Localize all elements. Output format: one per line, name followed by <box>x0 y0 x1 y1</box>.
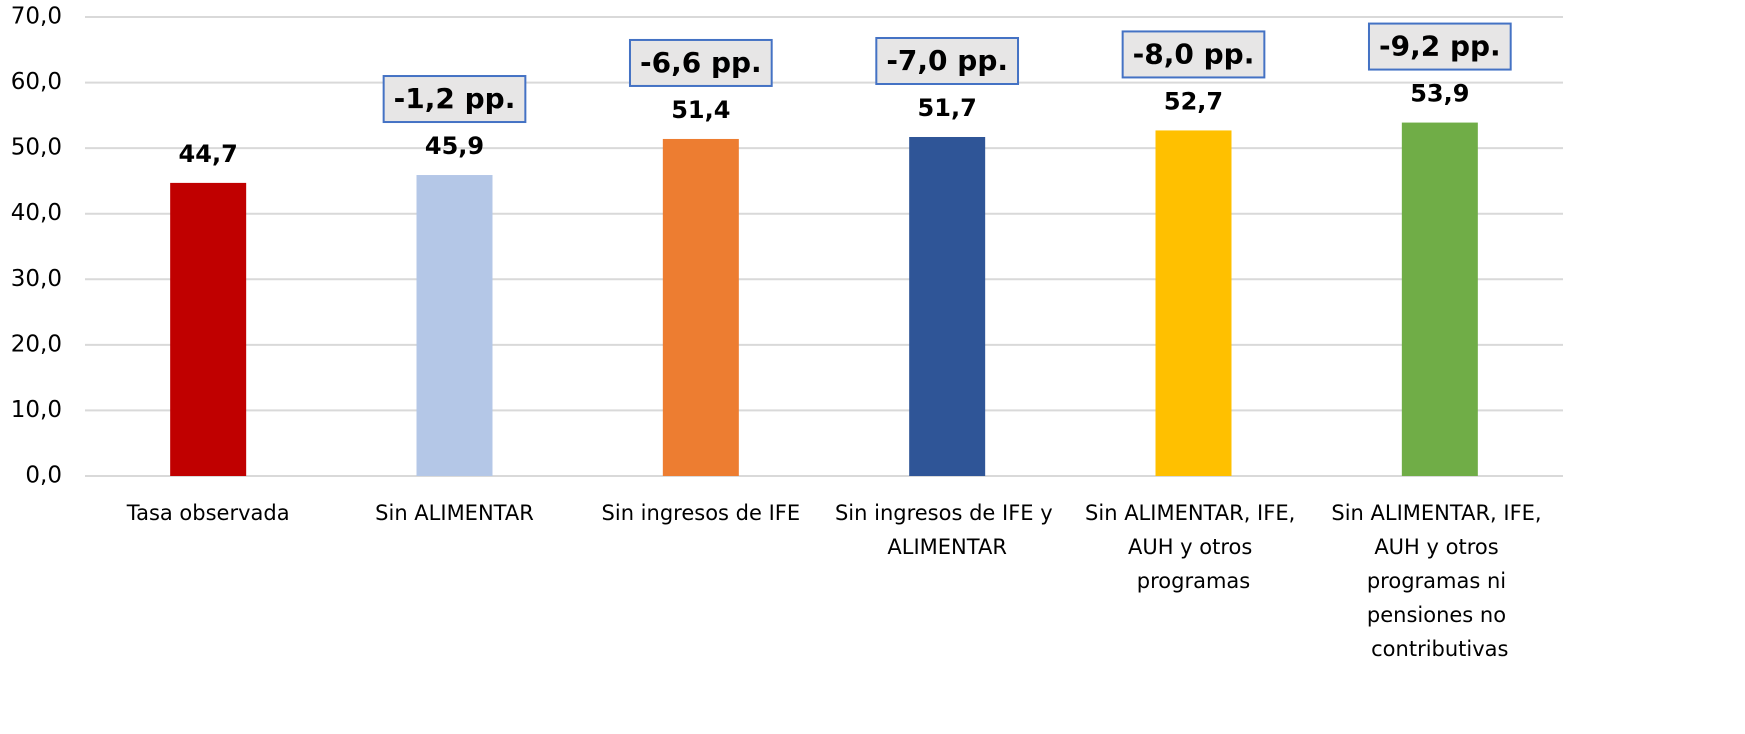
x-tick-label: Sin ingresos de IFE <box>602 501 801 525</box>
bar <box>1155 130 1232 476</box>
annotation-box <box>1367 22 1512 71</box>
annotation-box <box>1121 30 1266 79</box>
y-tick-label: 70,0 <box>11 4 62 30</box>
bar <box>1401 122 1478 476</box>
x-tick-label: Tasa observada <box>126 501 290 525</box>
x-tick-label: Sin ALIMENTAR, IFE, AUH y otros programa… <box>1085 501 1302 593</box>
annotation: -1,2 pp. <box>394 82 516 115</box>
value-label: 52,7 <box>1164 87 1223 115</box>
y-tick-label: 0,0 <box>25 463 62 489</box>
x-tick-label: Sin ALIMENTAR, IFE, AUH y otros programa… <box>1331 501 1548 661</box>
annotation-box <box>875 36 1020 85</box>
bar <box>416 175 493 476</box>
y-tick-label: 10,0 <box>11 397 62 423</box>
value-label: 45,9 <box>425 132 484 160</box>
value-label: 51,4 <box>671 96 730 124</box>
x-tick-label: Sin ALIMENTAR <box>375 501 534 525</box>
annotation: -6,6 pp. <box>640 46 762 79</box>
annotation: -8,0 pp. <box>1133 37 1255 70</box>
y-tick-label: 50,0 <box>11 135 62 161</box>
y-tick-label: 60,0 <box>11 69 62 95</box>
value-label: 53,9 <box>1410 80 1469 108</box>
annotation: -9,2 pp. <box>1379 30 1501 63</box>
bar <box>662 138 739 476</box>
y-tick-label: 20,0 <box>11 331 62 357</box>
bar <box>909 136 986 476</box>
annotation-box <box>628 38 773 87</box>
y-tick-label: 40,0 <box>11 200 62 226</box>
annotation-box <box>382 75 527 124</box>
annotation: -7,0 pp. <box>886 44 1008 77</box>
x-tick-label: Sin ingresos de IFE y ALIMENTAR <box>835 501 1059 559</box>
bar <box>170 182 247 476</box>
y-tick-label: 30,0 <box>11 266 62 292</box>
value-label: 44,7 <box>179 140 238 168</box>
value-label: 51,7 <box>918 94 977 122</box>
